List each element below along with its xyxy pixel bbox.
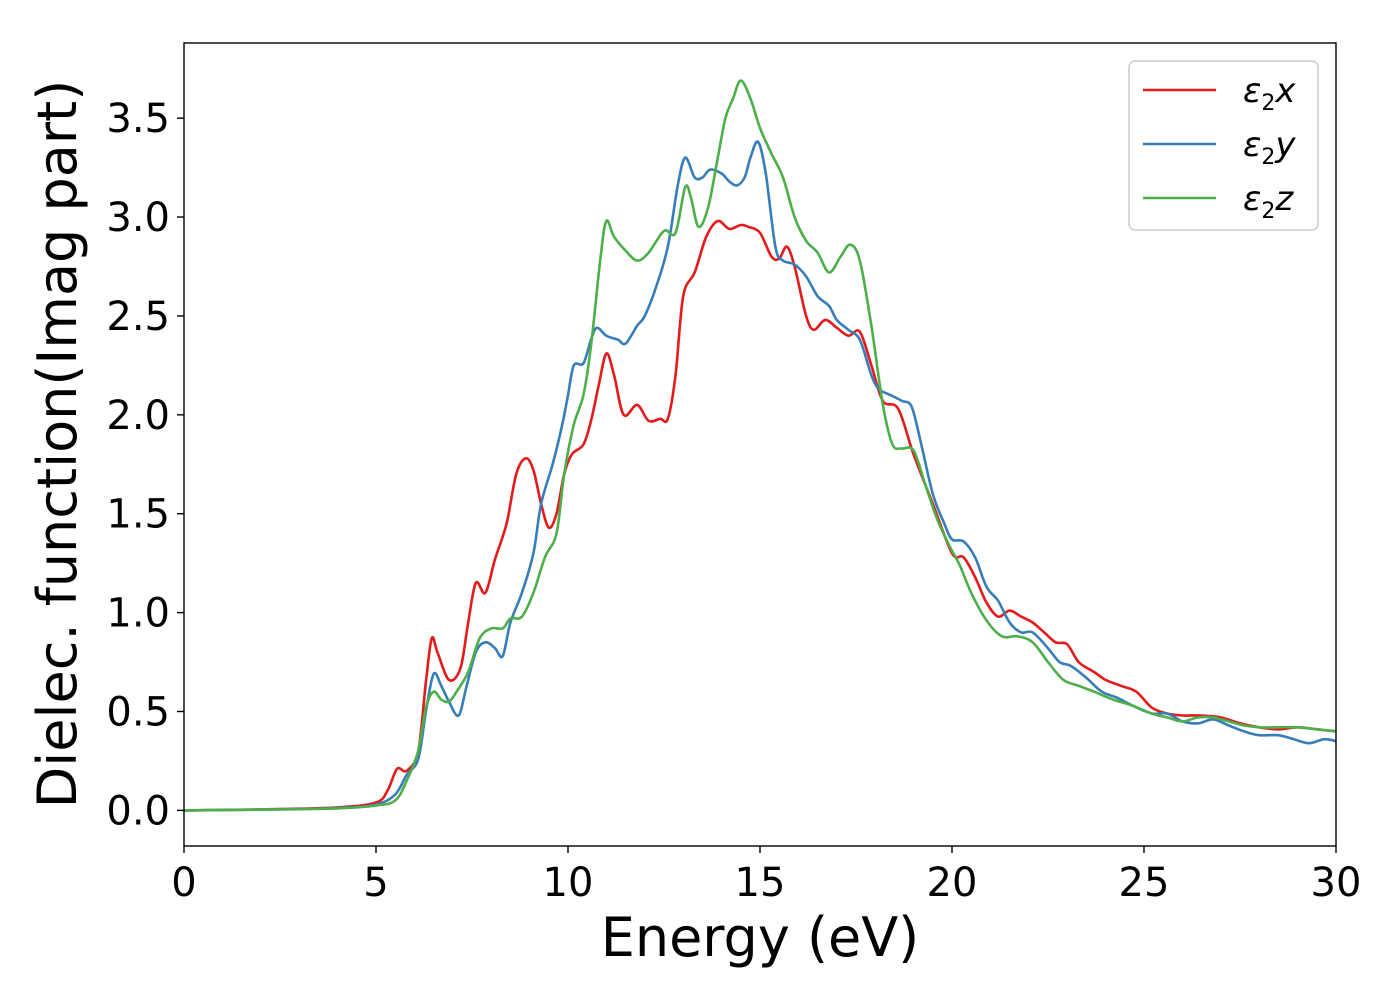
y-tick-label: 0.5 (106, 690, 170, 736)
series-line-z (184, 79, 1336, 812)
y-tick-label: 2.5 (106, 294, 170, 340)
x-tick-label: 25 (1119, 860, 1170, 906)
x-tick-label: 10 (543, 860, 594, 906)
legend-entry-y: ε2y (1143, 125, 1296, 170)
legend: ε2x ε2y ε2z (1128, 60, 1319, 231)
legend-entry-z: ε2z (1143, 179, 1294, 224)
legend-label: ε2x (1243, 71, 1296, 116)
series-line-y (184, 140, 1336, 812)
series-line-x (184, 219, 1336, 812)
y-axis-title: Dielec. function(Imag part) (26, 80, 89, 809)
x-tick-label: 5 (363, 860, 388, 906)
y-tick-label: 3.0 (106, 195, 170, 241)
x-axis-ticks: 0 5 10 15 20 25 30 (171, 846, 1361, 906)
x-tick-label: 30 (1311, 860, 1362, 906)
y-axis-ticks: 0.0 0.5 1.0 1.5 2.0 2.5 3.0 3.5 (106, 96, 184, 834)
y-tick-label: 0.0 (106, 788, 170, 834)
legend-box (1128, 60, 1319, 231)
y-tick-label: 1.5 (106, 492, 170, 538)
legend-label: ε2z (1243, 179, 1294, 224)
legend-label: ε2y (1243, 125, 1296, 170)
series-layer (184, 79, 1336, 812)
x-axis-title: Energy (eV) (601, 906, 920, 969)
x-tick-label: 15 (735, 860, 786, 906)
y-tick-label: 3.5 (106, 96, 170, 142)
y-tick-label: 1.0 (106, 591, 170, 637)
legend-entry-x: ε2x (1143, 71, 1296, 116)
y-tick-label: 2.0 (106, 393, 170, 439)
x-tick-label: 20 (927, 860, 978, 906)
x-tick-label: 0 (171, 860, 196, 906)
